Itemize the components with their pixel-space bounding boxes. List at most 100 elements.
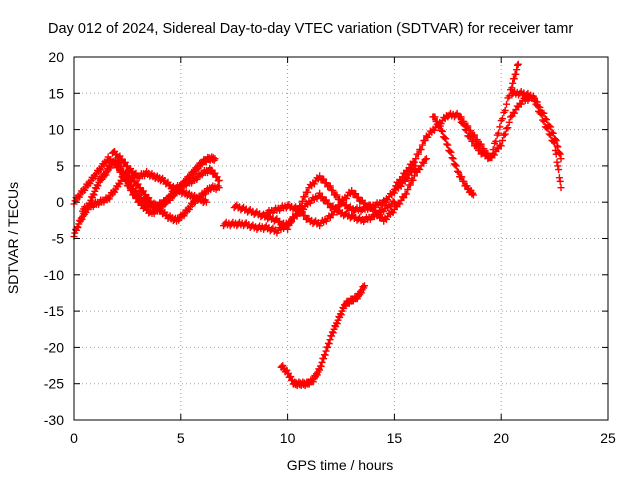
data-point xyxy=(390,185,398,193)
data-point xyxy=(215,184,223,192)
data-point xyxy=(122,177,130,185)
data-point xyxy=(112,160,120,168)
data-point xyxy=(329,329,337,337)
data-point xyxy=(514,60,522,68)
data-point xyxy=(551,146,559,154)
data-point xyxy=(105,195,113,203)
data-point xyxy=(337,311,345,319)
data-point xyxy=(529,93,537,101)
data-point xyxy=(81,186,89,194)
data-point xyxy=(310,180,318,188)
x-tick-label: 20 xyxy=(493,430,509,446)
data-point xyxy=(480,145,488,153)
data-point xyxy=(372,206,380,214)
y-tick-label: -10 xyxy=(44,267,64,283)
data-point xyxy=(509,79,517,87)
data-point xyxy=(532,100,540,108)
data-point xyxy=(422,155,430,163)
data-point xyxy=(513,66,521,74)
data-point xyxy=(320,175,328,183)
data-point xyxy=(384,196,392,204)
data-point xyxy=(333,320,341,328)
series-arc-4 xyxy=(108,147,210,207)
data-point xyxy=(136,197,144,205)
y-tick-label: 10 xyxy=(48,122,64,138)
data-point xyxy=(503,100,511,108)
data-point xyxy=(451,161,459,169)
data-point xyxy=(322,196,330,204)
data-point xyxy=(292,210,300,218)
data-point xyxy=(324,343,332,351)
data-point xyxy=(213,173,221,181)
data-point xyxy=(418,141,426,149)
data-point xyxy=(404,167,412,175)
data-point xyxy=(215,176,223,184)
series-arc-12 xyxy=(508,88,565,192)
data-point xyxy=(471,131,478,139)
data-point xyxy=(544,125,552,133)
data-series-layer xyxy=(70,60,565,389)
y-tick-label: 20 xyxy=(48,49,64,65)
data-point xyxy=(136,184,144,192)
data-point xyxy=(318,358,326,366)
data-point xyxy=(329,186,337,194)
data-point xyxy=(359,283,367,291)
data-point xyxy=(547,131,555,139)
data-point xyxy=(389,197,397,205)
data-point xyxy=(354,193,362,201)
data-point xyxy=(557,184,565,192)
data-point xyxy=(477,140,485,148)
data-point xyxy=(325,340,333,348)
data-point xyxy=(460,177,468,185)
data-point xyxy=(436,122,444,130)
grid-lines xyxy=(74,57,608,420)
data-point xyxy=(497,142,505,150)
data-point xyxy=(555,149,563,157)
data-point xyxy=(145,194,153,202)
data-point xyxy=(412,155,420,163)
data-point xyxy=(352,190,360,198)
data-point xyxy=(131,191,139,199)
series-arc-6 xyxy=(230,162,420,233)
y-tick-label: -5 xyxy=(52,231,65,247)
series-arc-3 xyxy=(79,169,223,225)
data-point xyxy=(454,168,462,176)
data-point xyxy=(288,218,296,226)
data-point xyxy=(464,122,472,130)
data-point xyxy=(555,166,563,174)
x-tick-label: 15 xyxy=(387,430,403,446)
data-point xyxy=(128,186,136,194)
data-point xyxy=(166,194,174,202)
x-tick-label: 5 xyxy=(177,430,185,446)
data-point xyxy=(285,221,293,229)
data-point xyxy=(468,190,476,198)
data-point xyxy=(442,135,450,143)
data-point xyxy=(416,165,424,173)
data-point xyxy=(512,70,520,78)
data-point xyxy=(298,197,306,205)
data-point xyxy=(421,156,429,164)
data-point xyxy=(404,185,412,193)
data-point xyxy=(116,180,124,188)
chart-title: Day 012 of 2024, Sidereal Day-to-day VTE… xyxy=(48,21,573,37)
data-point xyxy=(309,378,317,386)
data-point xyxy=(390,198,398,206)
data-point xyxy=(211,169,219,177)
data-point xyxy=(517,100,525,108)
data-point xyxy=(75,193,83,201)
data-point xyxy=(396,200,404,208)
series-arc-11 xyxy=(454,60,522,162)
data-point xyxy=(389,209,397,217)
data-point xyxy=(452,162,460,170)
data-point xyxy=(322,347,330,355)
data-point xyxy=(340,301,348,309)
series-arc-8 xyxy=(277,282,368,389)
data-point xyxy=(410,158,418,166)
data-point xyxy=(511,109,519,117)
data-point xyxy=(406,181,414,189)
data-point xyxy=(543,124,551,132)
data-point xyxy=(126,182,134,190)
y-tick-label: 5 xyxy=(56,158,64,174)
data-point xyxy=(97,166,105,174)
